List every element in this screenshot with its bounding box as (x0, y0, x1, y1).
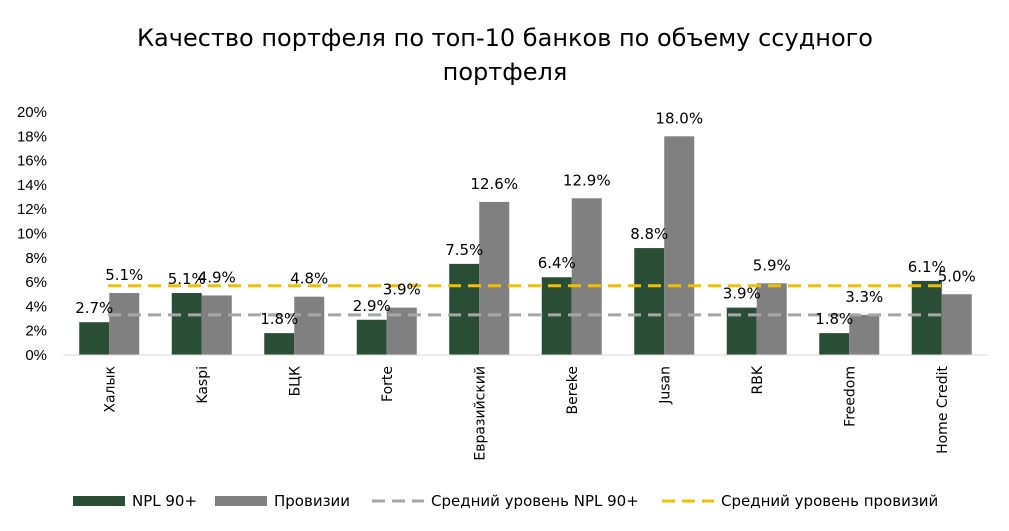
legend-item-avg-provisions-label: Средний уровень провизий (721, 492, 938, 510)
y-axis: 0% 2% 4% 6% 8% 10% 12% 14% 16% 18% 20% (17, 104, 47, 364)
y-tick-label: 8% (25, 250, 47, 267)
data-label-npl: 6.1% (908, 258, 946, 276)
data-label-npl: 1.8% (260, 310, 298, 328)
category-label-бцк: БЦК (287, 366, 303, 396)
data-label-npl: 8.8% (630, 225, 668, 243)
chart-title-line: Качество портфеля по топ-10 банков по об… (137, 24, 873, 52)
bar-npl (911, 280, 942, 355)
category-label-home-credit: Home Credit (935, 365, 951, 453)
bar-npl (171, 293, 202, 355)
y-tick-label: 2% (25, 323, 47, 340)
category-label-forte: Forte (380, 366, 396, 402)
chart-title: Качество портфеля по топ-10 банков по об… (137, 24, 873, 86)
data-label-provisions: 18.0% (655, 109, 703, 127)
data-label-provisions: 3.3% (845, 288, 883, 306)
data-label-provisions: 12.9% (563, 171, 611, 189)
data-label-npl: 6.4% (538, 254, 576, 272)
legend-item-npl-swatch (73, 496, 125, 506)
y-tick-label: 18% (17, 128, 47, 145)
y-tick-label: 12% (17, 201, 47, 218)
y-tick-label: 10% (17, 226, 47, 243)
data-label-provisions: 3.9% (383, 281, 421, 299)
bar-provisions (756, 283, 787, 355)
data-label-provisions: 5.0% (938, 267, 976, 285)
legend: NPL 90+ Провизии Средний уровень NPL 90+ Ср… (73, 492, 938, 510)
bar-npl (264, 333, 295, 355)
data-label-npl: 2.9% (353, 297, 391, 315)
category-label-jusan: Jusan (657, 366, 673, 405)
y-tick-label: 4% (25, 298, 47, 315)
legend-item-provisions-swatch (215, 496, 267, 506)
bar-provisions (849, 314, 880, 355)
category-label-rbk: RBK (750, 365, 766, 394)
y-tick-label: 14% (17, 177, 47, 194)
data-label-provisions: 12.6% (470, 175, 518, 193)
bar-npl (79, 322, 110, 355)
x-axis-categories: Халык Kaspi БЦК Forte Евразийский Bereke Jusan… (102, 365, 951, 460)
category-label-bereke: Bereke (565, 366, 581, 415)
data-label-npl: 5.1% (168, 270, 206, 288)
bar-npl (449, 263, 480, 355)
data-label-provisions: 5.9% (753, 256, 791, 274)
y-tick-label: 0% (25, 347, 47, 364)
bar-npl (634, 248, 665, 355)
y-tick-label: 16% (17, 153, 47, 170)
bar-npl (356, 319, 387, 355)
bar-npl (819, 333, 850, 355)
bar-provisions (294, 296, 325, 355)
chart-title-line: портфеля (443, 58, 568, 86)
category-label-freedom: Freedom (842, 366, 858, 427)
y-tick-label: 20% (17, 104, 47, 121)
category-label-евразийский: Евразийский (472, 366, 488, 461)
legend-item-avg-npl-label: Средний уровень NPL 90+ (431, 492, 639, 510)
y-tick-label: 6% (25, 274, 47, 291)
legend-item-provisions-label: Провизии (274, 492, 350, 510)
category-label-kaspi: Kaspi (195, 366, 211, 404)
bar-provisions (109, 293, 140, 355)
data-label-npl: 7.5% (445, 241, 483, 259)
bar-provisions (479, 201, 510, 355)
data-label-provisions: 5.1% (105, 266, 143, 284)
data-label-npl: 3.9% (723, 285, 761, 303)
data-label-provisions: 4.8% (290, 270, 328, 288)
category-label-халык: Халык (102, 366, 118, 413)
bar-provisions (201, 295, 232, 355)
bar-provisions (664, 136, 695, 355)
data-label-provisions: 4.9% (198, 268, 236, 286)
data-labels: 2.7%5.1% 5.1%4.9%1.8%4.8%2.9%3.9%7.5%12.6… (75, 109, 976, 328)
bar-provisions (941, 294, 972, 355)
bar-provisions (571, 198, 602, 355)
data-label-npl: 1.8% (815, 310, 853, 328)
legend-item-npl-label: NPL 90+ (132, 492, 197, 510)
data-label-npl: 2.7% (75, 299, 113, 317)
bars (79, 136, 972, 355)
